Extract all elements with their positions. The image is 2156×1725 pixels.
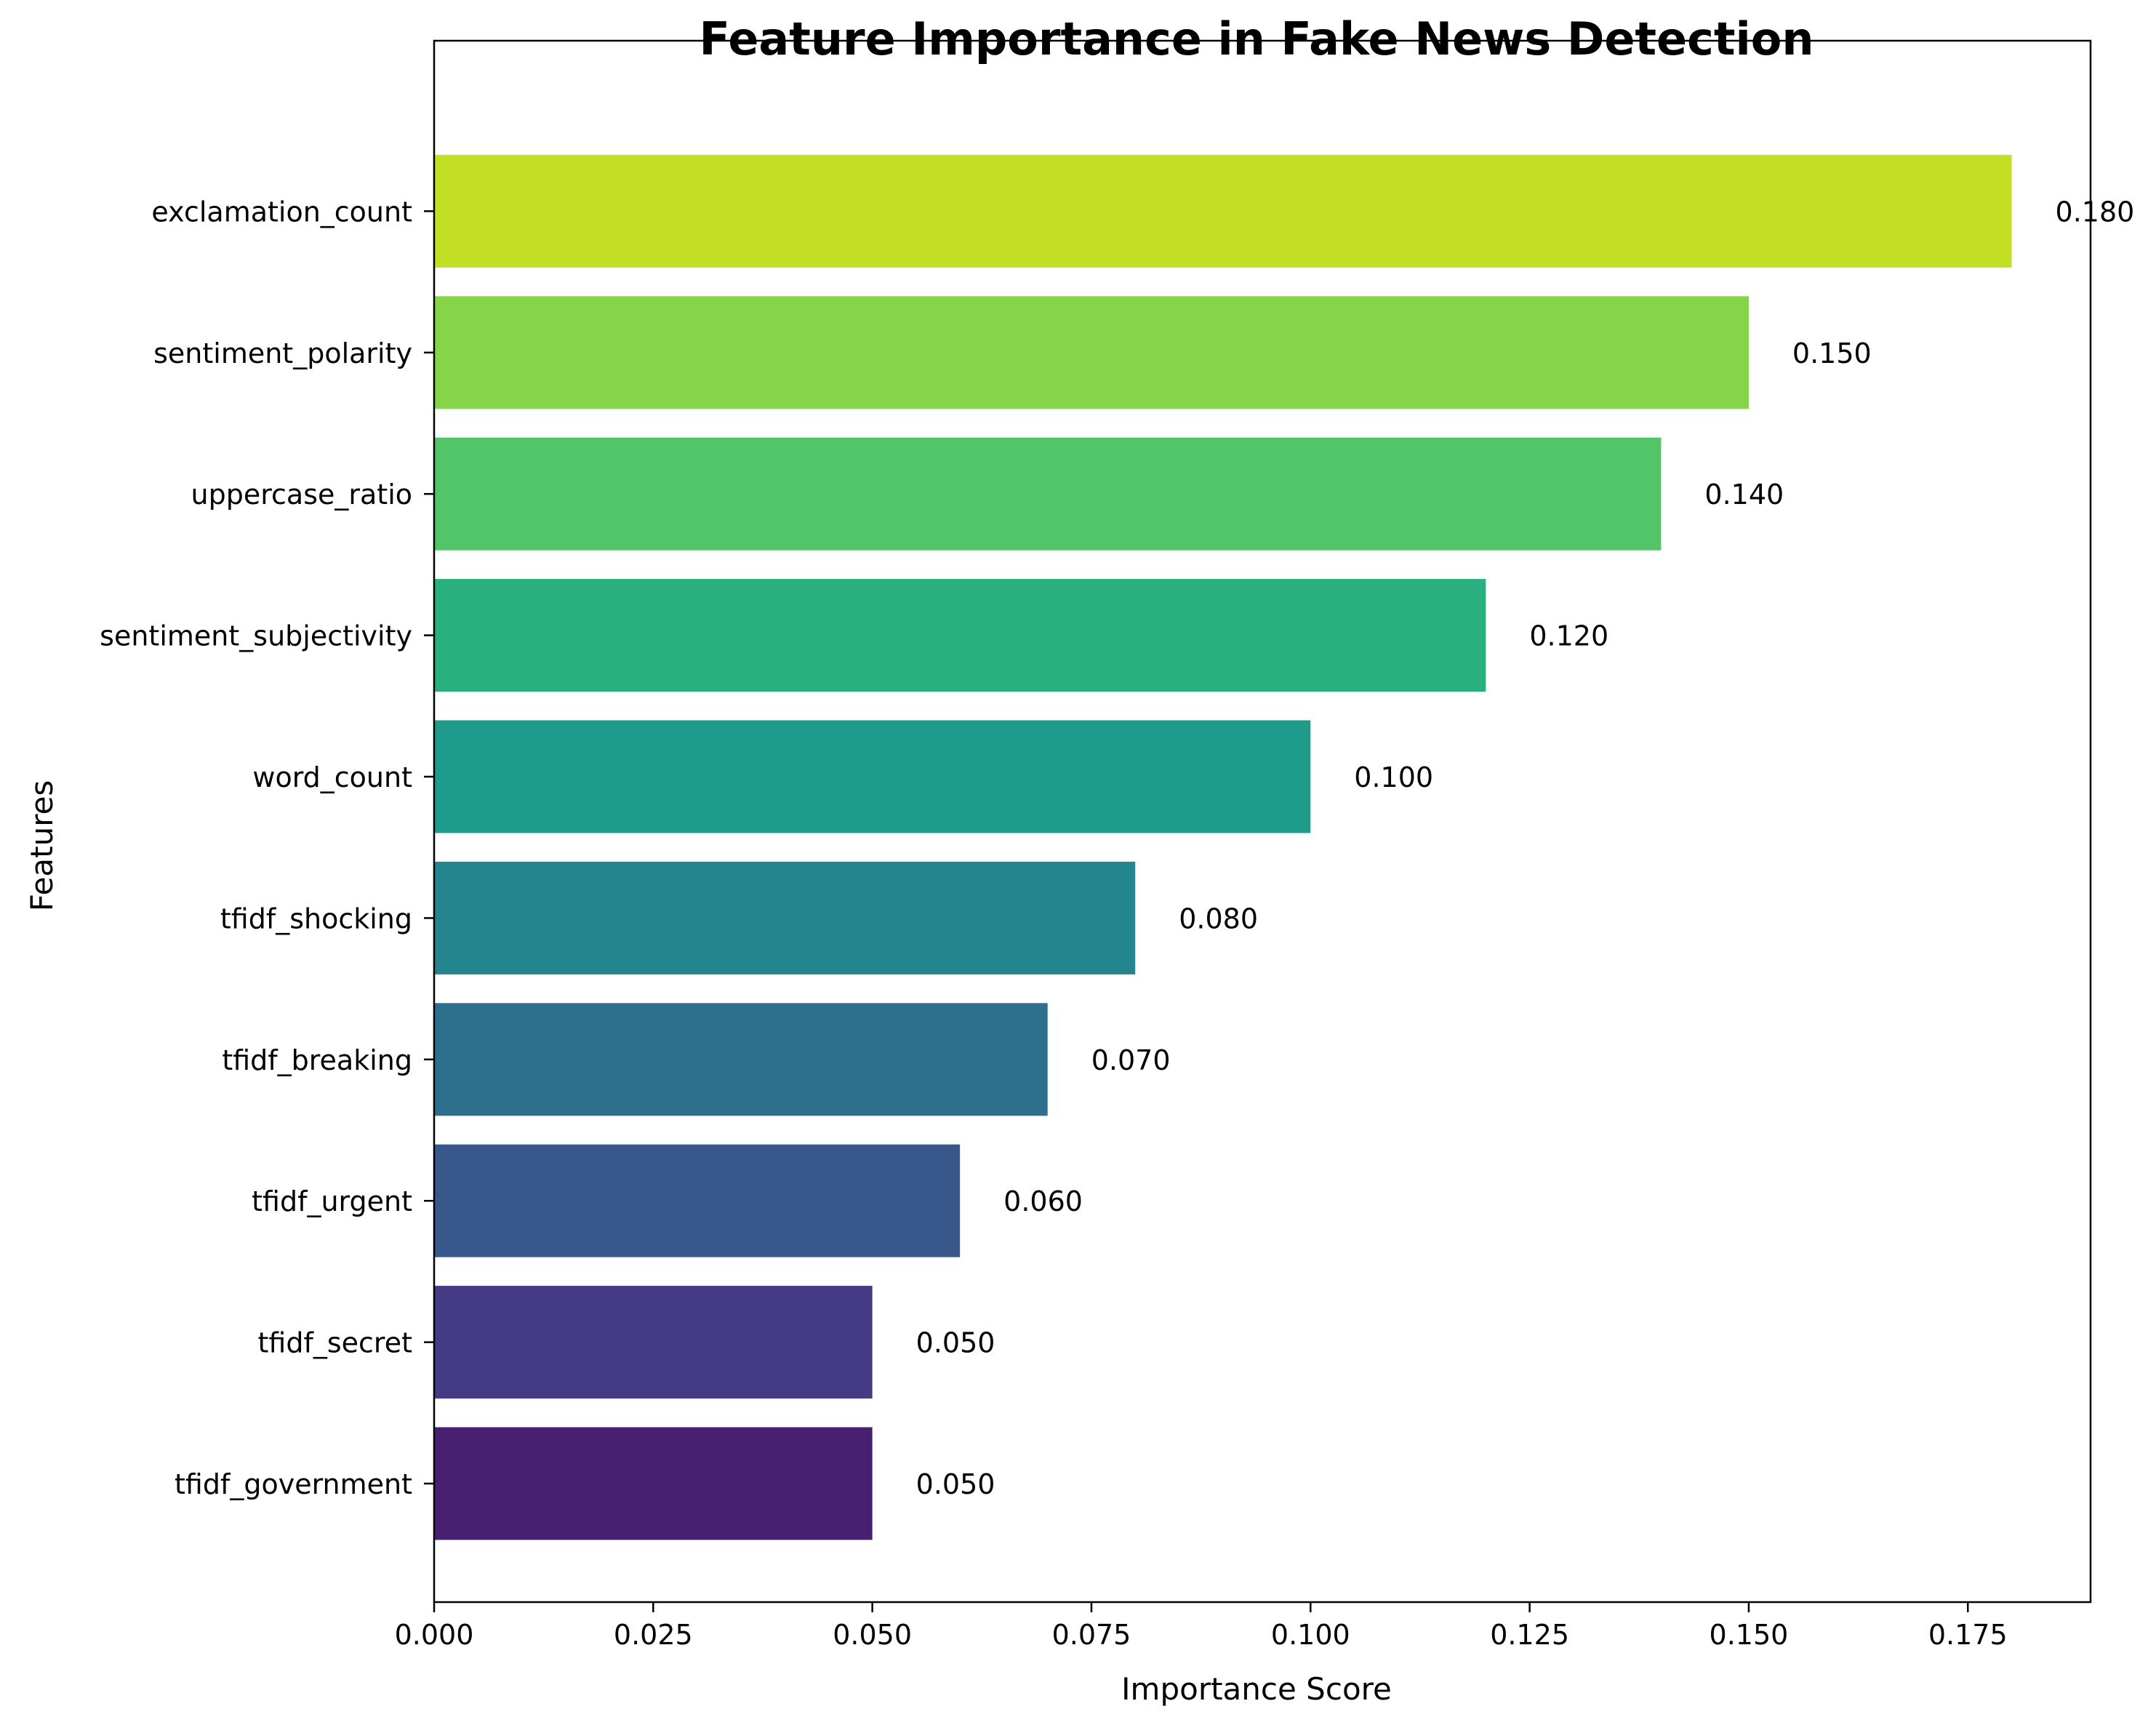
y-axis-label: Features [24, 780, 60, 912]
x-axis-label: Importance Score [1121, 1671, 1392, 1707]
y-tick-label-tfidf_shocking: tfidf_shocking [220, 902, 412, 934]
value-label-tfidf_urgent: 0.060 [1003, 1185, 1083, 1217]
y-tick-label-tfidf_government: tfidf_government [175, 1468, 412, 1500]
bar-word_count [434, 720, 1311, 833]
value-label-sentiment_polarity: 0.150 [1792, 337, 1872, 369]
y-tick-label-word_count: word_count [252, 761, 412, 793]
y-tick-label-tfidf_urgent: tfidf_urgent [252, 1185, 412, 1217]
bar-tfidf_breaking [434, 1003, 1048, 1116]
plot-frame [433, 39, 2092, 1604]
value-label-tfidf_government: 0.050 [916, 1468, 995, 1500]
value-label-sentiment_subjectivity: 0.120 [1529, 620, 1608, 652]
bar-uppercase_ratio [434, 437, 1662, 551]
y-tick-label-tfidf_secret: tfidf_secret [258, 1327, 412, 1359]
y-tick-label-uppercase_ratio: uppercase_ratio [191, 479, 412, 511]
bar-exclamation_count [434, 154, 2012, 268]
bar-tfidf_shocking [434, 861, 1136, 974]
x-tick-label: 0.050 [833, 1619, 912, 1651]
y-tick-label-sentiment_subjectivity: sentiment_subjectivity [100, 620, 412, 652]
x-axis-ticks: 0.000 0.025 0.050 0.075 0.100 0.125 0.150 0.175 [395, 1602, 2008, 1651]
bar-tfidf_secret [434, 1286, 873, 1399]
bar-tfidf_urgent [434, 1144, 961, 1257]
x-tick-label: 0.125 [1490, 1619, 1569, 1651]
x-tick-label: 0.025 [614, 1619, 693, 1651]
value-label-tfidf_shocking: 0.080 [1179, 902, 1258, 934]
y-tick-label-sentiment_polarity: sentiment_polarity [153, 337, 412, 369]
bar-sentiment_polarity [434, 296, 1749, 409]
value-label-tfidf_breaking: 0.070 [1091, 1044, 1171, 1076]
chart-title: Feature Importance in Fake News Detectio… [700, 12, 1814, 65]
bars-layer [434, 154, 2012, 1540]
value-label-uppercase_ratio: 0.140 [1704, 479, 1784, 511]
y-tick-label-exclamation_count: exclamation_count [151, 196, 412, 228]
x-tick-label: 0.000 [395, 1619, 474, 1651]
value-label-word_count: 0.100 [1354, 761, 1433, 793]
x-tick-label: 0.100 [1271, 1619, 1350, 1651]
x-tick-label: 0.175 [1928, 1619, 2008, 1651]
value-labels-layer: 0.050 0.050 0.060 0.070 0.080 0.100 0.120 0.140… [916, 196, 2135, 1500]
y-tick-label-tfidf_breaking: tfidf_breaking [222, 1044, 412, 1076]
value-label-tfidf_secret: 0.050 [916, 1327, 995, 1359]
bar-sentiment_subjectivity [434, 579, 1486, 692]
x-tick-label: 0.150 [1710, 1619, 1789, 1651]
x-tick-label: 0.075 [1052, 1619, 1131, 1651]
y-axis-ticks: tfidf_government tfidf_secret tfidf_urgent… [100, 196, 434, 1500]
value-label-exclamation_count: 0.180 [2056, 196, 2135, 228]
bar-tfidf_government [434, 1427, 873, 1540]
